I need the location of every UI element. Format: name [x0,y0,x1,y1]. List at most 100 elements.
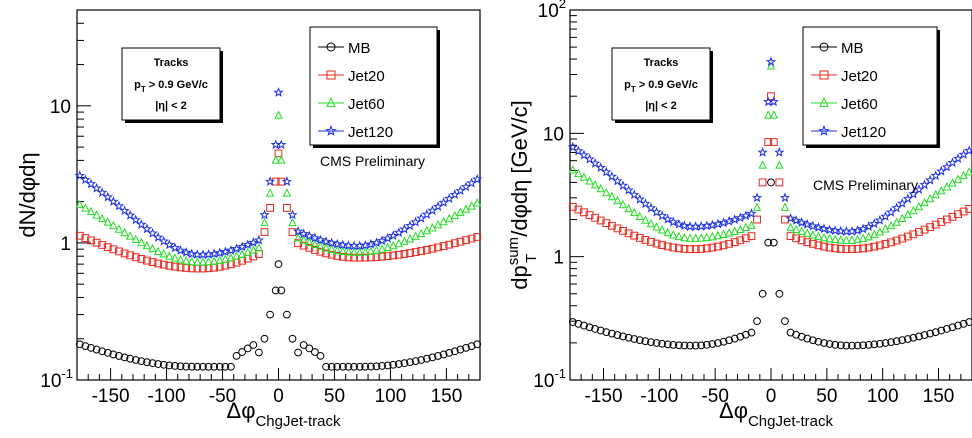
data-point [467,342,476,350]
data-point [159,260,168,269]
x-tick-label: -50 [701,386,728,407]
data-point [736,224,745,234]
data-point [596,326,605,335]
data-point [942,215,951,224]
data-point [679,220,690,231]
data-point [596,183,605,193]
data-point [80,174,91,185]
data-point [948,212,957,221]
data-point [753,215,761,224]
data-point [920,197,929,207]
data-point [394,238,404,248]
data-point [696,233,706,242]
data-point [725,239,734,248]
data-point [260,334,269,343]
data-point [736,236,745,245]
data-point [91,182,102,193]
data-point [578,149,590,160]
data-point [764,138,773,146]
data-point [288,217,297,227]
data-point [264,176,276,187]
data-point [836,235,846,244]
data-point [338,362,347,371]
legend-label: Jet60 [348,96,385,113]
data-point [282,204,291,212]
data-point [719,337,728,346]
data-point [685,233,695,242]
data-point [355,247,364,256]
data-point [98,347,107,356]
legend-marker [818,124,830,136]
data-point [350,362,358,371]
data-point [75,340,84,349]
data-point [215,255,224,264]
data-point [585,176,594,185]
data-point [371,237,382,248]
data-point [903,335,912,343]
data-point [253,234,265,245]
data-point [266,204,275,212]
data-point [629,189,640,200]
data-point [864,243,873,252]
y-tick-label: 10-1 [533,366,566,392]
data-point [954,210,962,219]
data-point [87,343,95,352]
data-point [836,341,845,350]
data-point [400,359,409,368]
data-point [355,362,364,371]
data-point [148,243,157,253]
data-point [199,362,207,371]
data-point [180,247,192,257]
data-point [316,241,325,250]
data-point [902,193,913,204]
data-point [903,209,913,219]
data-point [243,247,252,256]
data-point [724,228,734,237]
data-point [624,229,633,238]
data-point [159,249,168,258]
data-point [154,259,163,268]
data-point [645,202,657,213]
data-point [613,331,622,339]
data-point [98,241,107,249]
data-point [574,168,583,178]
data-point [298,228,309,239]
data-point [914,201,924,211]
data-point [338,252,347,261]
data-point [86,206,96,216]
data-point [786,222,795,231]
data-point [674,244,683,253]
data-point [333,252,342,260]
data-point [445,240,454,249]
data-point [775,178,784,187]
x-tick-label: 50 [324,386,345,407]
data-point [931,328,940,336]
data-point [322,249,330,258]
data-point [421,209,432,219]
data-point [887,338,895,347]
data-point [187,256,196,266]
data-point [965,205,972,213]
data-point [119,205,130,216]
data-point [658,241,667,250]
data-point [663,227,672,237]
data-point [322,362,330,371]
data-point [797,226,806,235]
info-box-line3: |η| < 2 [645,100,677,112]
data-point [316,247,325,256]
data-point [204,257,213,266]
data-point [691,233,700,242]
data-point [434,243,442,252]
data-point [389,251,398,260]
data-point [282,188,292,197]
data-point [824,224,835,235]
data-point [680,341,689,350]
data-point [165,261,174,270]
data-point [148,258,157,266]
y-tick-label: 10 [543,124,564,145]
data-point [399,223,410,234]
data-point [779,192,791,203]
data-point [405,234,415,243]
data-point [573,145,584,156]
data-point [221,362,230,371]
